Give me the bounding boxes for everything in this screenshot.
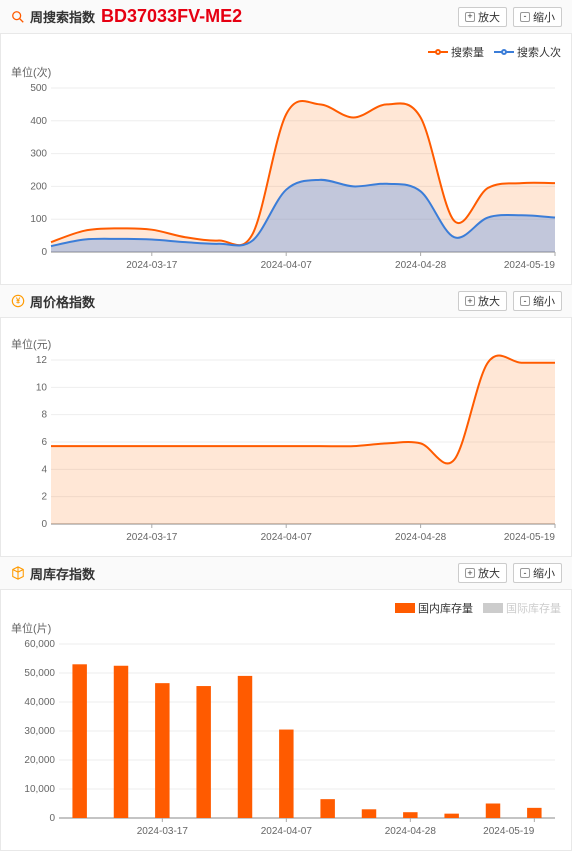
svg-text:2024-04-07: 2024-04-07 (261, 826, 313, 837)
zoom-out-label: 缩小 (533, 565, 555, 581)
search-zoom-out-button[interactable]: - 缩小 (513, 7, 562, 27)
search-panel-header: 周搜索指数 BD37033FV-ME2 + 放大 - 缩小 (0, 0, 572, 34)
svg-text:2024-04-28: 2024-04-28 (395, 260, 447, 271)
svg-text:2024-04-07: 2024-04-07 (261, 532, 313, 543)
svg-text:0: 0 (41, 519, 47, 530)
svg-text:60,000: 60,000 (24, 639, 55, 650)
minus-icon: - (520, 568, 530, 578)
svg-text:0: 0 (49, 813, 55, 824)
svg-text:2024-05-19: 2024-05-19 (504, 532, 556, 543)
stock-chart: 0 10,000 20,000 30,000 40,000 50,000 60,000 202… (11, 636, 563, 846)
svg-text:2024-04-28: 2024-04-28 (385, 826, 437, 837)
svg-text:100: 100 (30, 214, 47, 225)
svg-text:4: 4 (41, 464, 47, 475)
svg-text:0: 0 (41, 247, 47, 258)
svg-text:2: 2 (41, 492, 47, 503)
zoom-in-label: 放大 (478, 565, 500, 581)
svg-text:10: 10 (36, 382, 48, 393)
stock-unit-label: 单位(片) (11, 620, 561, 636)
price-zoom-out-button[interactable]: - 缩小 (513, 291, 562, 311)
legend-item[interactable]: 搜索量 (428, 44, 484, 60)
product-code: BD37033FV-ME2 (101, 6, 452, 27)
search-zoom-in-button[interactable]: + 放大 (458, 7, 507, 27)
legend-item[interactable]: 国际库存量 (483, 600, 561, 616)
stock-panel-header: 周库存指数 + 放大 - 缩小 (0, 557, 572, 590)
svg-text:200: 200 (30, 181, 47, 192)
svg-text:40,000: 40,000 (24, 697, 55, 708)
zoom-in-label: 放大 (478, 9, 500, 25)
search-chart-container: 搜索量搜索人次 单位(次) 0 100 200 300 400 500 2024-03-17… (0, 34, 572, 285)
search-icon (10, 9, 26, 25)
legend-item[interactable]: 搜索人次 (494, 44, 561, 60)
price-panel-title: 周价格指数 (30, 292, 95, 311)
svg-text:2024-03-17: 2024-03-17 (137, 826, 189, 837)
svg-text:400: 400 (30, 116, 47, 127)
price-unit-label: 单位(元) (11, 328, 561, 352)
svg-text:2024-03-17: 2024-03-17 (126, 532, 178, 543)
yen-icon: ¥ (10, 293, 26, 309)
stock-legend: 国内库存量国际库存量 (11, 600, 561, 620)
svg-text:2024-05-19: 2024-05-19 (504, 260, 556, 271)
svg-text:500: 500 (30, 83, 47, 94)
plus-icon: + (465, 12, 475, 22)
svg-text:2024-05-19: 2024-05-19 (483, 826, 535, 837)
plus-icon: + (465, 296, 475, 306)
svg-text:50,000: 50,000 (24, 668, 55, 679)
zoom-in-label: 放大 (478, 293, 500, 309)
cube-icon (10, 565, 26, 581)
svg-text:12: 12 (36, 355, 48, 366)
search-unit-label: 单位(次) (11, 64, 561, 80)
search-legend: 搜索量搜索人次 (11, 44, 561, 64)
search-chart: 0 100 200 300 400 500 2024-03-17 2024-04-07 2024… (11, 80, 563, 280)
svg-text:30,000: 30,000 (24, 726, 55, 737)
svg-text:6: 6 (41, 437, 47, 448)
price-chart: 0 2 4 6 8 10 12 2024-03-17 2024-04-07 2024-04-28 2… (11, 352, 563, 552)
zoom-out-label: 缩小 (533, 9, 555, 25)
minus-icon: - (520, 296, 530, 306)
search-panel-title: 周搜索指数 (30, 7, 95, 26)
svg-text:10,000: 10,000 (24, 784, 55, 795)
svg-text:8: 8 (41, 410, 47, 421)
legend-item[interactable]: 国内库存量 (395, 600, 473, 616)
svg-text:2024-04-28: 2024-04-28 (395, 532, 447, 543)
stock-panel-title: 周库存指数 (30, 564, 95, 583)
svg-text:2024-04-07: 2024-04-07 (261, 260, 313, 271)
svg-text:20,000: 20,000 (24, 755, 55, 766)
stock-zoom-out-button[interactable]: - 缩小 (513, 563, 562, 583)
svg-text:2024-03-17: 2024-03-17 (126, 260, 178, 271)
plus-icon: + (465, 568, 475, 578)
stock-zoom-in-button[interactable]: + 放大 (458, 563, 507, 583)
stock-chart-container: 国内库存量国际库存量 单位(片) 0 10,000 20,000 30,000 40,0… (0, 590, 572, 851)
svg-text:300: 300 (30, 149, 47, 160)
svg-text:¥: ¥ (16, 297, 21, 306)
zoom-out-label: 缩小 (533, 293, 555, 309)
minus-icon: - (520, 12, 530, 22)
price-zoom-in-button[interactable]: + 放大 (458, 291, 507, 311)
price-chart-container: 单位(元) 0 2 4 6 8 10 12 2024-03-17 2024-04-07 2024-… (0, 318, 572, 557)
price-panel-header: ¥ 周价格指数 + 放大 - 缩小 (0, 285, 572, 318)
